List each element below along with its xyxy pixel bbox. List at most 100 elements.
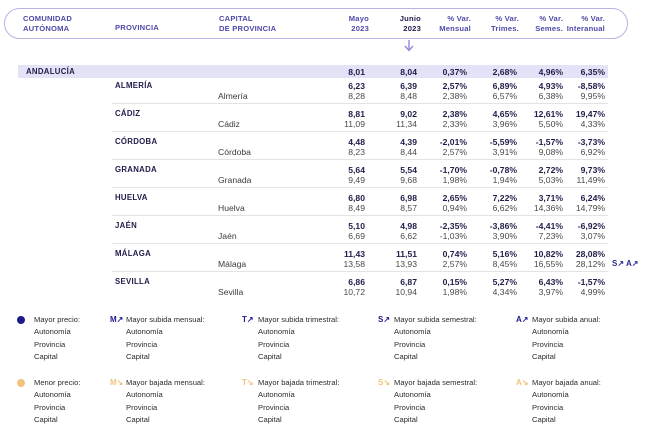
- legend-item: Capital: [34, 415, 58, 424]
- capital-value: 3,90%: [492, 231, 517, 241]
- row-divider: [112, 103, 608, 104]
- header-var-semes: % Var. Semes.: [535, 14, 563, 33]
- legend-item: Provincia: [394, 339, 426, 349]
- province-value: -1,57%: [577, 277, 605, 287]
- capital-name: Málaga: [218, 259, 247, 269]
- capital-value: 2,33%: [442, 119, 467, 129]
- legend-item: Capital: [126, 415, 150, 424]
- row-divider: [112, 131, 608, 132]
- legend-item: Capital: [394, 352, 418, 361]
- legend-item: Capital: [532, 352, 556, 361]
- legend-item: Capital: [394, 415, 418, 424]
- capital-value: 4,99%: [580, 287, 605, 297]
- header-mayo: Mayo 2023: [348, 14, 369, 33]
- province-value: 4,93%: [538, 81, 563, 91]
- row-divider: [112, 215, 608, 216]
- header-capital: CAPITAL DE PROVINCIA: [219, 14, 277, 33]
- province-value: 4,48: [348, 137, 365, 147]
- legend-item: Autonomía: [258, 327, 295, 336]
- capital-value: 2,57%: [442, 147, 467, 157]
- province-value: 10,82%: [533, 249, 563, 259]
- region-value: 2,68%: [492, 67, 517, 77]
- capital-name: Córdoba: [218, 147, 251, 157]
- province-value: -3,73%: [577, 137, 605, 147]
- capital-value: 5,03%: [538, 175, 563, 185]
- province-value: 6,86: [348, 277, 365, 287]
- region-row: ANDALUCÍA: [18, 65, 608, 78]
- legend-item: Autonomía: [394, 327, 431, 336]
- capital-value: -1,03%: [439, 231, 467, 241]
- legend-item: Provincia: [34, 339, 66, 349]
- capital-value: 1,94%: [492, 175, 517, 185]
- drop-symbol-icon: A↘: [516, 378, 529, 387]
- capital-value: 3,97%: [538, 287, 563, 297]
- province-value: 4,65%: [492, 109, 517, 119]
- capital-value: 8,57: [400, 203, 417, 213]
- legend-item: Autonomía: [532, 327, 569, 336]
- legend-item: Autonomía: [126, 327, 163, 336]
- legend-item: Provincia: [34, 402, 66, 412]
- capital-value: 3,07%: [580, 231, 605, 241]
- province-value: 9,02: [400, 109, 417, 119]
- province-name: CÁDIZ: [115, 109, 141, 118]
- high-price-dot-icon: [17, 316, 25, 324]
- capital-value: 6,62%: [492, 203, 517, 213]
- legend-item: Autonomía: [34, 390, 71, 399]
- province-value: 9,73%: [580, 165, 605, 175]
- row-divider: [112, 187, 608, 188]
- legend-item: Capital: [532, 415, 556, 424]
- province-value: 11,51: [395, 249, 417, 259]
- legend-item: Capital: [258, 352, 282, 361]
- province-value: -1,57%: [535, 137, 563, 147]
- capital-value: 13,58: [343, 259, 365, 269]
- capital-value: 3,96%: [492, 119, 517, 129]
- legend-title: Mayor bajada mensual:: [126, 378, 205, 387]
- legend-title: Mayor bajada trimestral:: [258, 378, 340, 387]
- capital-name: Sevilla: [218, 287, 244, 297]
- legend-title: Mayor subida anual:: [532, 315, 601, 324]
- capital-value: 8,23: [348, 147, 365, 157]
- capital-value: 4,33%: [580, 119, 605, 129]
- capital-value: 13,93: [395, 259, 417, 269]
- capital-value: 5,50%: [538, 119, 563, 129]
- legend-item: Provincia: [126, 402, 158, 412]
- table-header: COMUNIDAD AUTÓNOMA PROVINCIA CAPITAL DE PR…: [4, 8, 628, 39]
- capital-value: 14,36%: [533, 203, 563, 213]
- legend-item: Provincia: [126, 339, 158, 349]
- row-divider: [112, 159, 608, 160]
- province-value: 6,43%: [538, 277, 563, 287]
- capital-value: 9,08%: [538, 147, 563, 157]
- province-value: 6,24%: [580, 193, 605, 203]
- region-value: 4,96%: [538, 67, 563, 77]
- capital-value: 8,45%: [492, 259, 517, 269]
- capital-value: 0,94%: [442, 203, 467, 213]
- legend-title: Mayor bajada semestral:: [394, 378, 478, 387]
- capital-name: Cádiz: [218, 119, 240, 129]
- capital-value: 28,12%: [575, 259, 605, 269]
- province-name: MÁLAGA: [115, 249, 152, 258]
- province-name: CÓRDOBA: [115, 137, 158, 146]
- province-value: 11,43: [343, 249, 365, 259]
- province-value: 6,39: [400, 81, 417, 91]
- legend-item: Provincia: [394, 402, 426, 412]
- capital-value: 14,79%: [575, 203, 605, 213]
- capital-value: 11,34: [396, 119, 417, 129]
- province-value: 0,15%: [442, 277, 467, 287]
- side-tag: S↗ A↗: [612, 259, 639, 268]
- capital-value: 8,48: [400, 91, 417, 101]
- province-name: JAÉN: [115, 221, 137, 230]
- province-name: ALMERÍA: [115, 81, 153, 90]
- legend-item: Autonomía: [394, 390, 431, 399]
- capital-value: 9,68: [400, 175, 417, 185]
- province-value: 3,71%: [538, 193, 563, 203]
- capital-value: 11,09: [344, 119, 365, 129]
- province-value: 8,81: [348, 109, 365, 119]
- low-price-dot-icon: [17, 379, 25, 387]
- province-value: 7,22%: [492, 193, 517, 203]
- province-value: 2,72%: [538, 165, 563, 175]
- header-var-mensual: % Var. Mensual: [439, 14, 471, 33]
- province-value: 5,27%: [492, 277, 517, 287]
- province-value: 2,38%: [442, 109, 467, 119]
- province-value: 5,64: [348, 165, 365, 175]
- province-value: 6,23: [348, 81, 365, 91]
